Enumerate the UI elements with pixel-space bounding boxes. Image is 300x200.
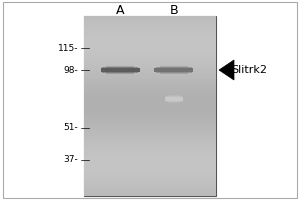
Bar	[84, 76, 216, 79]
Bar	[84, 130, 216, 133]
Bar	[84, 55, 216, 58]
Bar	[166, 96, 182, 102]
Bar	[84, 79, 216, 82]
Bar	[84, 31, 216, 34]
Bar	[84, 43, 216, 46]
Bar	[84, 136, 216, 139]
Bar	[84, 151, 216, 154]
Bar	[84, 178, 216, 181]
Bar	[84, 106, 216, 109]
Bar	[84, 124, 216, 127]
Bar	[84, 19, 216, 22]
Bar	[84, 67, 216, 70]
Bar	[84, 16, 216, 196]
Bar	[84, 73, 216, 76]
Bar	[84, 64, 216, 67]
Bar	[84, 115, 216, 118]
Bar	[84, 46, 216, 49]
Bar	[84, 175, 216, 178]
Bar	[84, 193, 216, 196]
Bar	[106, 66, 134, 74]
Text: 115-: 115-	[58, 44, 78, 53]
Bar	[84, 88, 216, 91]
Bar	[84, 109, 216, 112]
Bar	[84, 37, 216, 40]
Text: 98-: 98-	[63, 66, 78, 75]
Bar	[84, 166, 216, 169]
Bar	[84, 157, 216, 160]
Bar	[84, 40, 216, 43]
Bar	[84, 154, 216, 157]
Bar	[168, 95, 180, 103]
Bar	[84, 94, 216, 97]
Bar	[160, 66, 188, 74]
Bar	[84, 148, 216, 151]
Bar	[84, 100, 216, 103]
Bar	[103, 67, 138, 73]
Bar	[84, 163, 216, 166]
Bar	[84, 118, 216, 121]
Bar	[84, 103, 216, 106]
Polygon shape	[219, 60, 234, 80]
Text: 51-: 51-	[63, 123, 78, 132]
Text: Slitrk2: Slitrk2	[231, 65, 267, 75]
Bar	[84, 22, 216, 25]
Bar	[84, 70, 216, 73]
Bar	[154, 68, 194, 72]
Text: A: A	[116, 3, 124, 17]
Bar	[84, 34, 216, 37]
Bar	[84, 160, 216, 163]
Bar	[84, 97, 216, 100]
Bar	[84, 49, 216, 52]
Bar	[84, 145, 216, 148]
Bar	[165, 97, 183, 101]
Bar	[84, 190, 216, 193]
Bar	[84, 16, 216, 19]
Bar	[84, 142, 216, 145]
Bar	[84, 127, 216, 130]
Bar	[84, 169, 216, 172]
Bar	[84, 133, 216, 136]
Bar	[84, 58, 216, 61]
Text: 37-: 37-	[63, 156, 78, 164]
Text: B: B	[170, 3, 178, 17]
Bar	[84, 181, 216, 184]
Bar	[84, 112, 216, 115]
Bar	[84, 91, 216, 94]
Bar	[84, 61, 216, 64]
Bar	[84, 121, 216, 124]
Bar	[84, 28, 216, 31]
Bar	[84, 184, 216, 187]
Bar	[84, 52, 216, 55]
Bar	[84, 172, 216, 175]
Bar	[84, 139, 216, 142]
Bar	[84, 187, 216, 190]
Bar	[157, 67, 191, 73]
Bar	[100, 68, 140, 72]
Bar	[84, 25, 216, 28]
Bar	[84, 82, 216, 85]
Bar	[84, 85, 216, 88]
